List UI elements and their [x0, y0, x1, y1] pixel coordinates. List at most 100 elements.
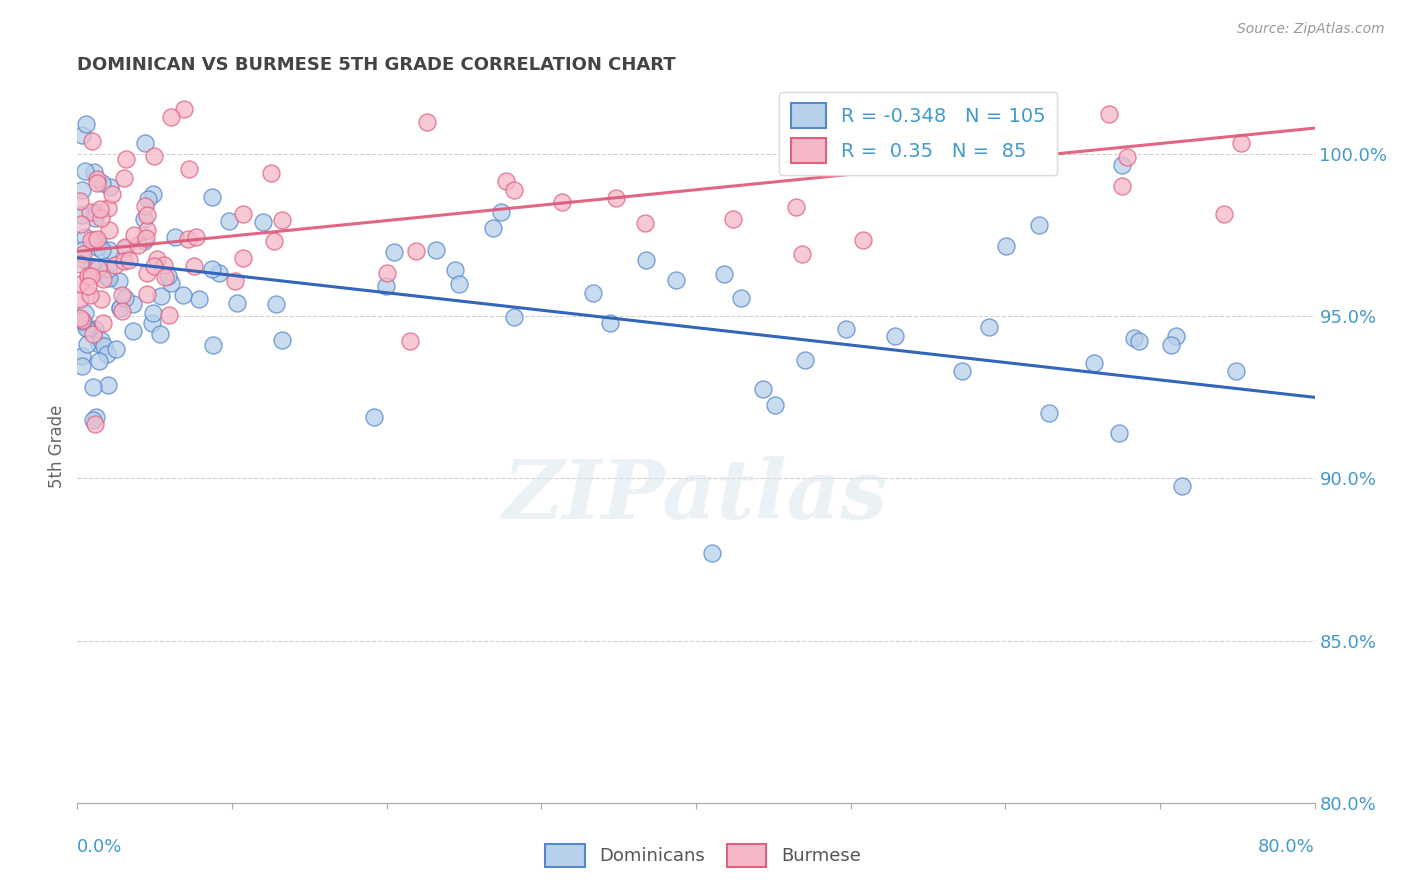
Point: [165, 230, 187, 244]
Point: [633, 217, 655, 231]
Point: [134, 234, 156, 248]
Point: [75, 321, 97, 335]
Point: [84, 321, 107, 335]
Point: [751, 382, 773, 396]
Point: [1164, 329, 1187, 343]
Point: [1230, 136, 1253, 150]
Point: [114, 291, 136, 305]
Point: [69, 310, 91, 325]
Point: [143, 259, 166, 273]
Point: [93, 316, 115, 330]
Point: [884, 329, 907, 343]
Point: [177, 232, 200, 246]
Point: [86, 232, 108, 246]
Point: [763, 398, 786, 412]
Point: [1111, 178, 1133, 193]
Point: [835, 322, 858, 336]
Point: [108, 301, 131, 316]
Point: [1108, 425, 1130, 440]
Point: [87, 337, 110, 351]
Point: [97, 262, 120, 277]
Point: [82, 413, 104, 427]
Point: [76, 278, 98, 293]
Point: [225, 296, 247, 310]
Point: [153, 258, 176, 272]
Point: [98, 243, 121, 257]
Point: [86, 235, 108, 249]
Point: [112, 171, 135, 186]
Point: [93, 339, 115, 353]
Point: [93, 272, 115, 286]
Point: [382, 245, 405, 260]
Point: [184, 230, 207, 244]
Point: [136, 192, 159, 206]
Legend: Dominicans, Burmese: Dominicans, Burmese: [538, 837, 868, 874]
Point: [90, 176, 112, 190]
Point: [502, 183, 524, 197]
Point: [550, 195, 572, 210]
Point: [201, 262, 224, 277]
Point: [83, 211, 105, 225]
Point: [142, 306, 165, 320]
Point: [416, 115, 439, 129]
Point: [72, 208, 94, 222]
Point: [1225, 363, 1247, 377]
Point: [252, 215, 274, 229]
Point: [84, 417, 107, 431]
Point: [87, 260, 110, 275]
Point: [76, 336, 98, 351]
Point: [495, 173, 517, 187]
Point: [75, 230, 97, 244]
Point: [122, 325, 145, 339]
Point: [794, 352, 817, 367]
Point: [79, 288, 101, 302]
Point: [141, 316, 163, 330]
Point: [183, 259, 205, 273]
Point: [70, 252, 93, 267]
Point: [118, 252, 141, 267]
Point: [201, 190, 224, 204]
Point: [97, 201, 120, 215]
Point: [111, 287, 134, 301]
Point: [188, 292, 211, 306]
Point: [218, 214, 240, 228]
Point: [115, 153, 138, 167]
Point: [260, 166, 283, 180]
Point: [605, 191, 627, 205]
Point: [82, 379, 104, 393]
Point: [1171, 478, 1194, 492]
Point: [69, 217, 91, 231]
Point: [135, 208, 157, 222]
Point: [70, 313, 93, 327]
Point: [363, 410, 385, 425]
Point: [98, 180, 121, 194]
Point: [443, 263, 465, 277]
Point: [202, 338, 225, 352]
Text: ZIPatlas: ZIPatlas: [503, 456, 889, 536]
Point: [134, 136, 156, 150]
Point: [86, 171, 108, 186]
Point: [135, 223, 157, 237]
Point: [1098, 107, 1121, 121]
Point: [1128, 334, 1150, 348]
Point: [69, 257, 91, 271]
Point: [108, 301, 131, 315]
Point: [150, 288, 173, 302]
Point: [582, 286, 605, 301]
Point: [159, 308, 181, 322]
Point: [730, 291, 752, 305]
Text: Source: ZipAtlas.com: Source: ZipAtlas.com: [1237, 22, 1385, 37]
Point: [112, 254, 135, 268]
Point: [70, 359, 93, 373]
Point: [785, 200, 807, 214]
Point: [94, 266, 117, 280]
Point: [86, 240, 108, 254]
Point: [69, 293, 91, 307]
Point: [153, 269, 176, 284]
Point: [634, 252, 657, 267]
Point: [482, 221, 505, 235]
Point: [80, 134, 103, 148]
Point: [702, 546, 724, 560]
Point: [160, 110, 183, 124]
Point: [1038, 406, 1060, 420]
